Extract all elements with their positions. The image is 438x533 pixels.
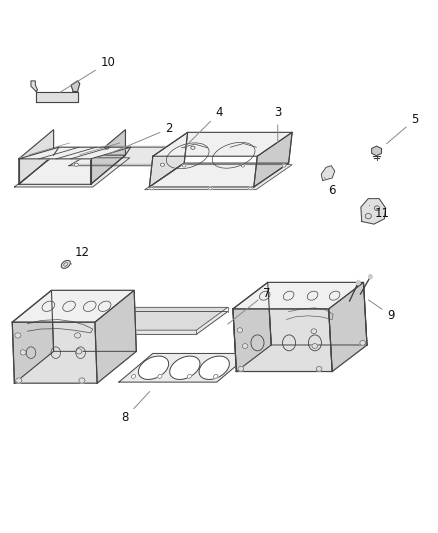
Ellipse shape	[79, 378, 85, 383]
Polygon shape	[19, 155, 125, 184]
Polygon shape	[95, 290, 136, 383]
Polygon shape	[19, 147, 131, 159]
Polygon shape	[91, 130, 125, 184]
Polygon shape	[119, 353, 251, 382]
Ellipse shape	[214, 374, 218, 378]
Polygon shape	[104, 308, 228, 330]
Text: 8: 8	[122, 392, 150, 424]
Polygon shape	[328, 282, 367, 372]
Ellipse shape	[187, 374, 191, 378]
Polygon shape	[12, 290, 134, 322]
Ellipse shape	[105, 146, 109, 149]
Ellipse shape	[360, 341, 365, 345]
Polygon shape	[233, 282, 271, 372]
Polygon shape	[51, 290, 136, 351]
Ellipse shape	[74, 163, 78, 166]
Polygon shape	[254, 132, 292, 187]
Polygon shape	[14, 351, 136, 383]
Ellipse shape	[238, 367, 244, 371]
Polygon shape	[69, 147, 199, 166]
Ellipse shape	[74, 333, 81, 338]
Polygon shape	[237, 345, 367, 372]
Polygon shape	[233, 282, 364, 309]
Ellipse shape	[160, 163, 165, 166]
Ellipse shape	[316, 367, 322, 371]
Ellipse shape	[138, 356, 169, 379]
Text: 10: 10	[60, 56, 116, 92]
Ellipse shape	[237, 328, 243, 333]
Polygon shape	[153, 132, 292, 156]
Polygon shape	[36, 92, 78, 102]
Ellipse shape	[208, 187, 212, 190]
Polygon shape	[372, 146, 381, 156]
Ellipse shape	[158, 374, 162, 378]
Text: 3: 3	[274, 106, 282, 143]
Ellipse shape	[283, 165, 286, 167]
Text: 2: 2	[108, 122, 173, 154]
Ellipse shape	[312, 344, 318, 349]
Ellipse shape	[76, 349, 82, 354]
Ellipse shape	[170, 356, 200, 379]
Ellipse shape	[311, 329, 317, 334]
Ellipse shape	[15, 333, 21, 338]
Ellipse shape	[16, 378, 22, 383]
Text: 11: 11	[369, 205, 390, 220]
Polygon shape	[71, 81, 80, 92]
Polygon shape	[233, 309, 332, 372]
Ellipse shape	[369, 274, 372, 279]
Ellipse shape	[199, 356, 230, 379]
Text: 5: 5	[386, 113, 419, 144]
Polygon shape	[361, 199, 386, 224]
Polygon shape	[149, 132, 187, 187]
Polygon shape	[145, 165, 292, 190]
Text: 4: 4	[184, 106, 223, 148]
Polygon shape	[31, 81, 38, 92]
Polygon shape	[321, 166, 335, 181]
Polygon shape	[149, 163, 289, 187]
Ellipse shape	[241, 165, 245, 167]
Polygon shape	[268, 282, 367, 345]
Ellipse shape	[20, 350, 26, 355]
Ellipse shape	[191, 146, 195, 149]
Polygon shape	[14, 158, 130, 187]
Text: 12: 12	[71, 246, 89, 264]
Polygon shape	[12, 322, 97, 383]
Polygon shape	[104, 312, 228, 334]
Polygon shape	[19, 130, 53, 184]
Ellipse shape	[150, 187, 153, 190]
Ellipse shape	[249, 187, 252, 190]
Text: 7: 7	[228, 287, 271, 324]
Ellipse shape	[131, 374, 136, 378]
Ellipse shape	[61, 261, 71, 268]
Ellipse shape	[183, 165, 186, 167]
Ellipse shape	[357, 280, 360, 285]
Text: 6: 6	[324, 177, 336, 197]
Polygon shape	[12, 290, 53, 383]
Text: 9: 9	[368, 300, 395, 322]
Ellipse shape	[242, 344, 248, 349]
